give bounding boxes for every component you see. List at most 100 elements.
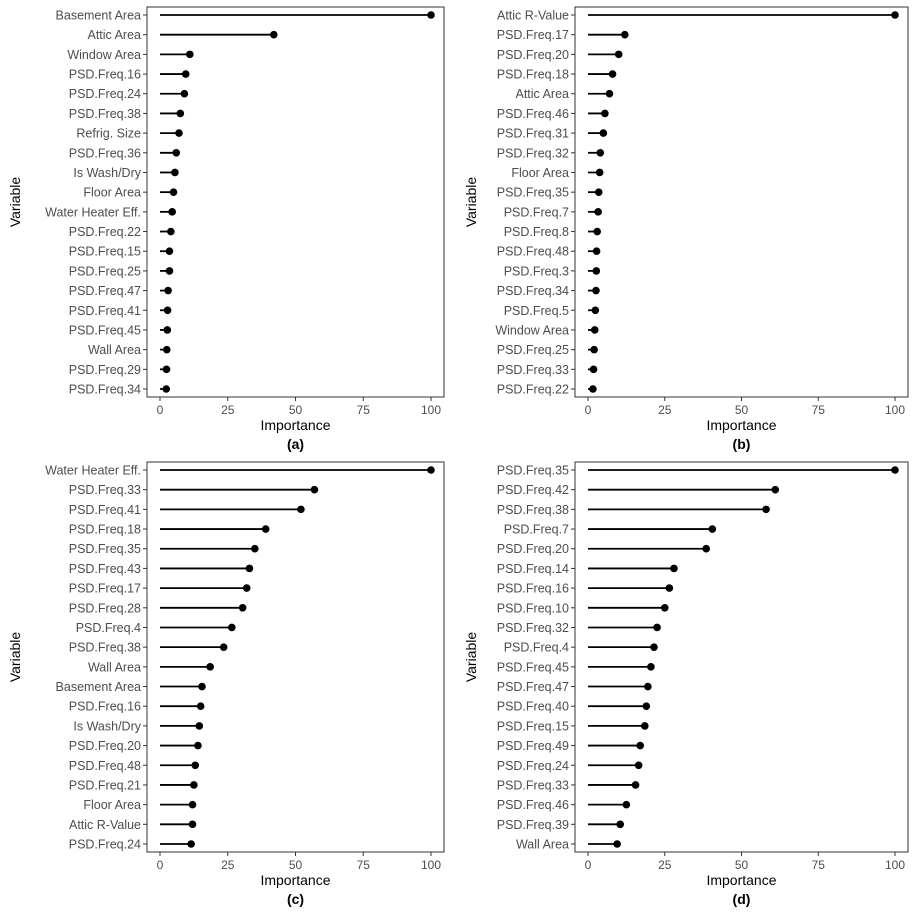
- y-tick-label: PSD.Freq.45: [69, 323, 141, 337]
- y-tick-label: PSD.Freq.20: [497, 542, 569, 556]
- lollipop-point: [589, 365, 598, 374]
- lollipop-point: [181, 70, 190, 78]
- lollipop-point: [660, 603, 669, 612]
- x-tick-label: 25: [221, 858, 235, 872]
- y-tick-label: PSD.Freq.8: [504, 225, 569, 239]
- y-tick-label: Attic Area: [88, 28, 142, 42]
- lollipop-point: [261, 525, 270, 533]
- y-tick-label: PSD.Freq.22: [69, 225, 141, 239]
- lollipop-point: [595, 168, 604, 177]
- lollipop-point: [616, 820, 625, 829]
- x-axis-title: Importance: [706, 872, 776, 888]
- y-tick-label: PSD.Freq.48: [69, 759, 141, 773]
- lollipop-point: [613, 840, 621, 848]
- lollipop-point: [891, 466, 899, 474]
- lollipop-point: [162, 345, 171, 354]
- lollipop-point: [634, 761, 643, 770]
- y-tick-label: PSD.Freq.24: [69, 87, 141, 101]
- lollipop-point: [163, 306, 172, 315]
- x-tick-label: 50: [289, 403, 303, 417]
- y-tick-label: PSD.Freq.3: [504, 264, 569, 278]
- x-tick-label: 100: [885, 858, 905, 872]
- lollipop-point: [605, 89, 614, 98]
- lollipop-point: [665, 584, 674, 592]
- y-tick-label: PSD.Freq.38: [69, 641, 141, 655]
- lollipop-point: [190, 781, 198, 789]
- lollipop-point: [608, 70, 617, 78]
- lollipop-point: [653, 623, 661, 632]
- lollipop-point: [670, 564, 678, 573]
- y-tick-label: PSD.Freq.17: [497, 28, 569, 42]
- lollipop-point: [644, 682, 652, 691]
- y-tick-label: PSD.Freq.42: [497, 483, 569, 497]
- lollipop-point: [591, 306, 600, 315]
- y-tick-label: PSD.Freq.35: [497, 186, 569, 200]
- lollipop-point: [238, 603, 247, 612]
- lollipop-point: [640, 722, 649, 730]
- y-tick-label: PSD.Freq.17: [69, 582, 141, 596]
- lollipop-point: [186, 50, 194, 59]
- panel-caption: (c): [287, 891, 304, 907]
- y-tick-label: PSD.Freq.39: [497, 818, 569, 832]
- y-tick-label: PSD.Freq.45: [497, 660, 569, 674]
- lollipop-point: [310, 485, 319, 494]
- x-tick-label: 0: [157, 858, 164, 872]
- lollipop-point: [228, 623, 236, 632]
- x-tick-label: 50: [735, 403, 749, 417]
- y-tick-label: PSD.Freq.18: [497, 68, 569, 82]
- lollipop-point: [650, 643, 658, 651]
- lollipop-point: [162, 385, 171, 393]
- y-tick-label: PSD.Freq.16: [497, 582, 569, 596]
- lollipop-point: [165, 247, 174, 256]
- y-tick-label: PSD.Freq.21: [69, 778, 141, 792]
- lollipop-point: [636, 741, 644, 750]
- lollipop-point: [196, 702, 205, 711]
- y-tick-label: PSD.Freq.49: [497, 739, 569, 753]
- lollipop-point: [590, 345, 598, 354]
- panel-border-b: [574, 6, 909, 398]
- chart-panel-d: 0 25 50 75 100 PSD.Freq.35 PSD.Freq.42 PSD.Freq…: [463, 461, 909, 907]
- lollipop-point: [175, 129, 183, 137]
- y-tick-label: PSD.Freq.33: [497, 363, 569, 377]
- y-tick-label: Water Heater Eff.: [45, 464, 141, 478]
- y-tick-label: PSD.Freq.35: [69, 542, 141, 556]
- lollipop-point: [188, 800, 197, 809]
- y-tick-label: PSD.Freq.16: [69, 700, 141, 714]
- lollipop-point: [168, 208, 176, 216]
- x-axis-title: Importance: [706, 417, 776, 433]
- lollipop-point: [180, 89, 189, 98]
- y-tick-label: PSD.Freq.33: [69, 483, 141, 497]
- y-tick-label: Water Heater Eff.: [45, 205, 141, 219]
- lollipop-point: [708, 525, 717, 533]
- x-tick-label: 100: [421, 858, 441, 872]
- chart-panel-b: 0 25 50 75 100 Attic R-Value PSD.Freq.17 PSD.Fr…: [463, 6, 909, 452]
- y-tick-label: Attic R-Value: [497, 9, 569, 23]
- x-tick-label: 25: [658, 858, 672, 872]
- lollipop-point: [245, 564, 254, 573]
- lollipop-point: [702, 544, 710, 553]
- lollipop-point: [163, 326, 172, 334]
- y-tick-label: PSD.Freq.46: [497, 107, 569, 121]
- y-tick-label: PSD.Freq.43: [69, 562, 141, 576]
- y-tick-label: Wall Area: [88, 343, 141, 357]
- panel-border-c: [146, 461, 445, 853]
- lollipop-point: [169, 188, 178, 196]
- x-axis-title: Importance: [260, 872, 330, 888]
- lollipop-point: [599, 129, 608, 137]
- y-tick-label: Floor Area: [511, 166, 569, 180]
- y-tick-label: PSD.Freq.29: [69, 363, 141, 377]
- y-tick-label: PSD.Freq.47: [69, 284, 141, 298]
- y-tick-label: PSD.Freq.32: [497, 621, 569, 635]
- y-tick-label: PSD.Freq.38: [497, 503, 569, 517]
- lollipop-point: [590, 326, 599, 334]
- y-tick-label: PSD.Freq.28: [69, 601, 141, 615]
- y-axis-title: Variable: [7, 177, 23, 228]
- chart-panel-a: 0 25 50 75 100 Basement Area Attic Area Window …: [7, 6, 445, 452]
- lollipop-point: [622, 800, 631, 809]
- y-tick-label: Is Wash/Dry: [73, 719, 141, 733]
- y-tick-label: Window Area: [495, 323, 569, 337]
- lollipop-point: [621, 30, 629, 39]
- x-tick-label: 0: [585, 858, 592, 872]
- y-tick-label: PSD.Freq.25: [69, 264, 141, 278]
